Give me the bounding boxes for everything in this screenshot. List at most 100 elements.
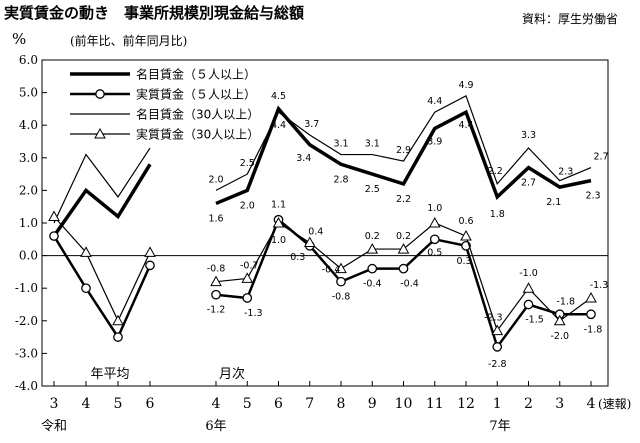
data-point-real5 bbox=[492, 342, 503, 352]
x-tick-label-month: 9 bbox=[368, 396, 377, 412]
series-line-nom30-monthly bbox=[215, 95, 592, 191]
data-point-real30 bbox=[522, 282, 535, 293]
x-tick-label-annual: 4 bbox=[82, 396, 91, 412]
data-label-real30: -2.0 bbox=[550, 331, 569, 342]
data-point-real30 bbox=[491, 324, 504, 336]
legend-label-nom5: 名目賃金（５人以上） bbox=[136, 67, 256, 82]
data-label-real30: -2.3 bbox=[484, 313, 503, 324]
data-label-nom5: 4.4 bbox=[458, 120, 473, 131]
prelim-label: (速報) bbox=[598, 397, 631, 411]
section-label-monthly: 月次 bbox=[219, 366, 245, 382]
data-label-nom30: 3.1 bbox=[365, 139, 380, 150]
data-point-real30 bbox=[585, 291, 597, 303]
chart-title: 実質賃金の動き 事業所規模別現金給与総額 bbox=[4, 4, 305, 22]
data-label-real5: -1.5 bbox=[525, 315, 544, 326]
x-tick-label-month: 4 bbox=[212, 396, 221, 412]
series-line-real30-annual bbox=[53, 216, 151, 323]
x-tick-label-month: 10 bbox=[395, 396, 413, 412]
y-tick-label: -1.0 bbox=[15, 281, 38, 295]
y-tick-label: 4.0 bbox=[19, 118, 38, 132]
data-point-real5 bbox=[367, 263, 378, 274]
data-label-real30: 0.4 bbox=[308, 227, 323, 238]
data-label-real30: -1.0 bbox=[519, 268, 538, 279]
section-label-annual: 年平均 bbox=[90, 367, 129, 382]
data-label-nom5: 2.0 bbox=[240, 200, 255, 211]
data-label-real5: -1.3 bbox=[244, 308, 263, 319]
x-tick-label-month: 6 bbox=[274, 396, 283, 412]
data-point-real5 bbox=[398, 263, 409, 274]
series-line-real5-annual bbox=[52, 235, 152, 340]
y-tick-label: 6.0 bbox=[19, 53, 38, 67]
chart-note: (前年比、前年同月比) bbox=[70, 34, 188, 48]
data-point-real30 bbox=[366, 243, 379, 254]
data-point-real5 bbox=[145, 260, 155, 271]
data-label-real5: 1.1 bbox=[271, 200, 286, 211]
data-point-real5 bbox=[242, 293, 253, 303]
data-point-real30 bbox=[48, 210, 60, 221]
data-point-real30 bbox=[144, 246, 156, 257]
data-label-real5: -1.8 bbox=[584, 324, 603, 335]
legend-label-nom30: 名目賃金（30人以上） bbox=[136, 107, 259, 122]
data-label-nom30: 2.2 bbox=[488, 166, 503, 177]
series-line-nom5-monthly bbox=[215, 105, 592, 206]
x-tick-label-month: 5 bbox=[243, 396, 252, 412]
data-point-real5 bbox=[49, 231, 59, 241]
data-label-nom5: 2.7 bbox=[521, 178, 536, 189]
x-tick-label-month: 2 bbox=[524, 396, 533, 412]
x-tick-label-annual: 5 bbox=[114, 396, 123, 412]
data-label-nom30: 2.3 bbox=[558, 167, 573, 178]
x-tick-label-month: 11 bbox=[426, 396, 444, 412]
data-label-nom5: 4.5 bbox=[271, 91, 286, 102]
data-point-real5 bbox=[113, 332, 123, 342]
data-label-real5: -2.8 bbox=[488, 359, 507, 370]
data-label-nom5: 2.1 bbox=[546, 197, 561, 208]
data-label-real30: -0.4 bbox=[322, 265, 341, 276]
data-point-real30 bbox=[335, 262, 347, 274]
series-line-nom30-annual bbox=[53, 147, 151, 224]
data-label-real5: 0.5 bbox=[427, 247, 442, 258]
data-label-real30: 0.2 bbox=[365, 231, 380, 242]
y-tick-label: 5.0 bbox=[19, 86, 38, 100]
data-label-nom5: 2.2 bbox=[396, 194, 411, 205]
data-label-real5: 0.3 bbox=[290, 252, 305, 263]
y-tick-label: -3.0 bbox=[15, 346, 38, 360]
x-tick-label-month: 4 bbox=[587, 396, 596, 412]
data-point-real30 bbox=[397, 243, 410, 254]
data-point-real30 bbox=[80, 246, 92, 257]
data-point-real30 bbox=[210, 275, 222, 287]
data-label-nom30: 3.7 bbox=[304, 119, 319, 130]
data-point-real30 bbox=[303, 236, 316, 248]
x-tick-label-month: 7 bbox=[305, 396, 314, 412]
legend-label-real5: 実質賃金（５人以上） bbox=[136, 87, 256, 102]
y-tick-label: -2.0 bbox=[15, 314, 38, 328]
data-point-real5 bbox=[586, 309, 596, 320]
data-label-real30: -1.3 bbox=[590, 280, 609, 291]
y-tick-label: -4.0 bbox=[15, 379, 38, 393]
data-point-real30 bbox=[553, 314, 566, 326]
data-label-real5: -1.8 bbox=[556, 296, 575, 307]
x-tick-label-month: 3 bbox=[555, 396, 564, 412]
data-label-nom30: 2.5 bbox=[240, 158, 255, 169]
data-point-real30 bbox=[428, 216, 441, 228]
data-label-real30: 0.2 bbox=[396, 231, 411, 242]
data-label-real5: 0.3 bbox=[456, 256, 471, 267]
x-tick-label-month: 8 bbox=[337, 396, 346, 412]
data-point-real5 bbox=[429, 234, 440, 245]
data-label-real30: -0.8 bbox=[207, 264, 226, 275]
data-label-nom5: 1.8 bbox=[490, 209, 505, 220]
data-label-nom30: 4.4 bbox=[271, 120, 286, 131]
plot-frame bbox=[41, 59, 609, 387]
data-label-nom30: 3.1 bbox=[333, 139, 348, 150]
data-label-real30: 1.0 bbox=[427, 203, 442, 214]
data-label-real30: -0.7 bbox=[240, 260, 259, 271]
data-point-real5 bbox=[81, 283, 91, 294]
series-line-nom5-annual bbox=[52, 163, 152, 238]
legend-marker-real5 bbox=[95, 89, 105, 99]
x-tick-label-annual: 3 bbox=[50, 396, 59, 412]
x-tick-label-month: 1 bbox=[493, 396, 502, 412]
x-tick-label-annual: 6 bbox=[146, 396, 155, 412]
data-point-real30 bbox=[241, 272, 254, 283]
data-label-real5: -0.4 bbox=[400, 279, 419, 290]
data-label-nom30: 2.0 bbox=[208, 174, 223, 185]
